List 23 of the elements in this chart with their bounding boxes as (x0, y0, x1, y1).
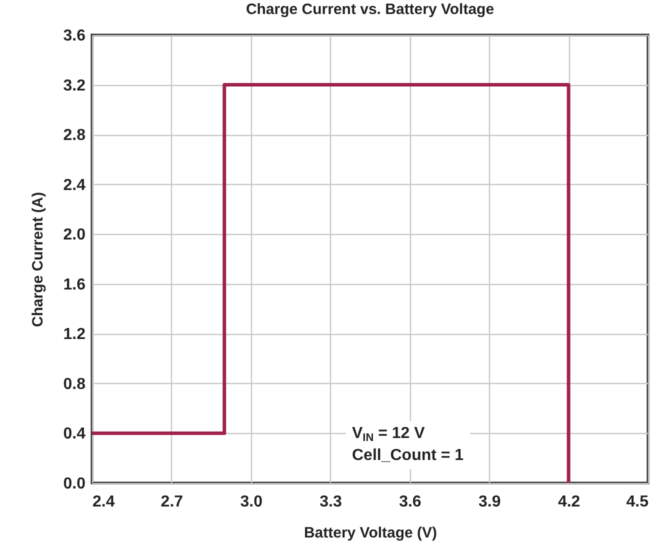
x-tick-label: 3.3 (320, 494, 342, 510)
y-tick-label: 1.2 (63, 326, 86, 344)
y-tick-label: 3.2 (63, 77, 86, 94)
annotation: Cell_Count = 1 (352, 446, 464, 466)
y-tick-label: 2.8 (63, 127, 86, 144)
x-tick-label: 2.4 (92, 494, 115, 510)
x-tick-label: 3.9 (478, 494, 501, 510)
annotation: V$_{IN}$ = 12 V (352, 424, 426, 445)
y-tick-label: 2.4 (63, 176, 86, 194)
y-axis-title: Charge Current (A) (29, 192, 46, 328)
x-tick-label: 4.5 (626, 494, 649, 510)
y-tick-label: 3.6 (63, 28, 86, 44)
y-tick-label: 1.6 (63, 276, 86, 294)
x-tick-label: 2.7 (160, 494, 184, 510)
x-tick-label: 3.0 (240, 494, 263, 510)
x-tick-label: 3.6 (399, 494, 422, 510)
x-tick-label: 4.2 (558, 494, 580, 510)
y-tick-label: 0.0 (63, 476, 86, 492)
y-tick-label: 2.0 (63, 226, 86, 244)
y-tick-label: 0.8 (63, 376, 86, 393)
y-tick-label: 0.4 (63, 426, 86, 443)
chart-title: Charge Current vs. Battery Voltage (246, 1, 494, 18)
x-axis-title: Battery Voltage (V) (304, 524, 438, 542)
